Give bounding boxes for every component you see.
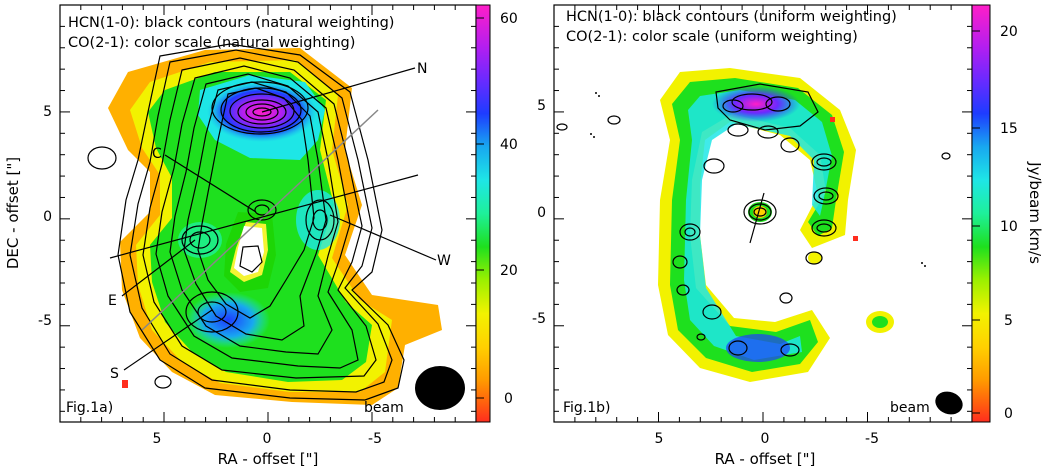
panel-a-color-map [87, 43, 442, 405]
panel-b-y-tick-labels: 5 0 -5 [532, 98, 546, 327]
panel-a-xtick-label: 5 [153, 431, 162, 447]
panel-b-colorbar [971, 4, 991, 423]
panel-a-red-pixel [122, 380, 128, 388]
panel-a-pa-lines [141, 109, 379, 331]
panel-b-cbar-label: 15 [1000, 121, 1018, 137]
panel-a-cbar-label: 60 [500, 11, 518, 27]
panel-b-beam-ellipse [935, 391, 963, 415]
panel-b-color-map [556, 68, 951, 382]
region-label-w: W [437, 253, 451, 269]
panel-b-cbar-label: 5 [1004, 313, 1013, 329]
panel-b-red-pixel [853, 236, 858, 241]
panel-b-x-tick-labels: 5 0 -5 [655, 431, 879, 447]
panel-b-dotted-contours [590, 92, 926, 267]
panel-b-beam-label: beam [890, 400, 930, 416]
panel-a-region-labels: N C W E S [108, 61, 451, 382]
panel-b-co-ring-cyan [684, 90, 832, 360]
region-label-e: E [108, 293, 117, 309]
panel-a-ytick-label: 0 [43, 209, 52, 225]
panel-a-y-tick-labels: 5 0 -5 [38, 104, 52, 329]
panel-b-legend-line-1: HCN(1-0): black contours (uniform weight… [566, 9, 897, 25]
region-label-c: C [152, 146, 162, 162]
panel-a-legend-line-1: HCN(1-0): black contours (natural weight… [68, 15, 394, 31]
panel-b-red-pixel [830, 117, 835, 122]
panel-b-colorbar-ticks [972, 30, 980, 414]
panel-a-legend: HCN(1-0): black contours (natural weight… [68, 15, 394, 51]
panel-b-xtick-label: 5 [655, 431, 664, 447]
panel-a-label: Fig.1a) [66, 400, 113, 416]
panel-b-xtick-label: -5 [865, 431, 879, 447]
panel-b-xtick-label: 0 [761, 431, 770, 447]
panel-a-leaders [109, 67, 437, 371]
panel-b-legend-line-2: CO(2-1): color scale (uniform weighting) [566, 29, 858, 45]
panel-b-co-peak [712, 86, 800, 122]
panel-a-cbar-label: 0 [504, 391, 513, 407]
panel-a-colorbar-ticks [476, 17, 484, 399]
panel-b-hcn-contours [556, 83, 951, 357]
panel-a-ytick-label: 5 [43, 104, 52, 120]
panel-a-legend-line-2: CO(2-1): color scale (natural weighting) [68, 35, 355, 51]
panel-b-ytick-label: -5 [532, 311, 546, 327]
panel-b-label: Fig.1b) [563, 400, 611, 416]
panel-a-beam-label: beam [364, 400, 404, 416]
panel-b-co-ring-green [670, 78, 844, 372]
panel-b: HCN(1-0): black contours (uniform weight… [532, 4, 1044, 468]
panel-b-co-patch [808, 252, 822, 264]
panel-a-cbar-label: 40 [500, 137, 518, 153]
panel-b-pa-line [749, 192, 765, 244]
panel-b-ytick-label: 5 [537, 98, 546, 114]
panel-b-cbar-label: 20 [1000, 24, 1018, 40]
axis-ticks [60, 5, 972, 422]
panel-a-ytick-label: -5 [38, 313, 52, 329]
region-label-n: N [417, 61, 427, 77]
panel-b-xlabel: RA - offset ["] [715, 450, 816, 468]
panel-a-beam-ellipse [415, 366, 465, 410]
panel-b-legend: HCN(1-0): black contours (uniform weight… [566, 9, 897, 45]
panel-a: HCN(1-0): black contours (natural weight… [4, 4, 518, 468]
panel-a-colorbar-labels: 60 40 20 0 [500, 11, 518, 407]
panel-b-cbar-label: 10 [1000, 219, 1018, 235]
panel-a-ylabel: DEC - offset ["] [4, 157, 22, 269]
panel-a-hcn-contours [87, 43, 405, 401]
panel-b-co-blob-s [726, 334, 790, 362]
panel-a-xlabel: RA - offset ["] [218, 450, 319, 468]
panel-a-x-tick-labels: 5 0 -5 [153, 431, 382, 447]
panel-a-xtick-label: -5 [368, 431, 382, 447]
panel-a-cbar-label: 20 [500, 263, 518, 279]
panel-a-co-hole-inner [234, 226, 264, 276]
panel-b-co-patch-inner [872, 316, 888, 328]
panel-a-xtick-label: 0 [263, 431, 272, 447]
region-label-s: S [110, 366, 119, 382]
panel-b-colorbar-labels: 20 15 10 5 0 [1000, 24, 1018, 422]
panel-b-ytick-label: 0 [537, 205, 546, 221]
panel-b-colorbar-title: Jy/beam km/s [1026, 161, 1044, 264]
panel-b-cbar-label: 0 [1004, 406, 1013, 422]
panel-a-colorbar [475, 4, 491, 423]
